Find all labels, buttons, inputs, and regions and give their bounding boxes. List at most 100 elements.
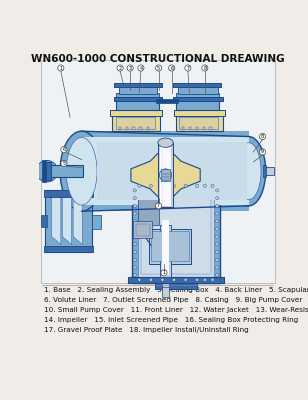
Ellipse shape bbox=[66, 137, 97, 205]
Text: 1: 1 bbox=[162, 270, 166, 275]
Bar bbox=[162, 281, 169, 289]
Bar bbox=[174, 110, 225, 116]
Bar bbox=[47, 165, 83, 177]
Circle shape bbox=[216, 204, 219, 207]
Circle shape bbox=[216, 189, 219, 192]
Bar bbox=[158, 143, 173, 207]
Text: 1. Base   2. Sealing Assembly   3. Sealing Box   4. Back Liner   5. Scapular Rin: 1. Base 2. Sealing Assembly 3. Sealing B… bbox=[44, 287, 308, 293]
Circle shape bbox=[127, 65, 133, 71]
Bar bbox=[188, 126, 191, 130]
Circle shape bbox=[216, 228, 219, 230]
Circle shape bbox=[58, 65, 64, 71]
Text: 6. Volute Liner   7. Outlet Screened Pipe   8. Casing   9. Big Pump Cover: 6. Volute Liner 7. Outlet Screened Pipe … bbox=[44, 297, 302, 303]
Circle shape bbox=[133, 250, 136, 254]
Text: 6: 6 bbox=[170, 66, 173, 70]
Bar bbox=[140, 126, 142, 130]
Circle shape bbox=[149, 278, 152, 281]
Bar bbox=[265, 167, 274, 175]
Bar bbox=[203, 126, 205, 130]
Circle shape bbox=[216, 212, 219, 215]
Bar bbox=[196, 126, 198, 130]
Bar bbox=[116, 117, 155, 129]
Bar bbox=[82, 131, 249, 211]
Bar bbox=[209, 126, 212, 130]
Circle shape bbox=[36, 160, 58, 182]
Circle shape bbox=[169, 65, 175, 71]
Circle shape bbox=[138, 65, 144, 71]
Text: 9: 9 bbox=[261, 150, 264, 154]
Circle shape bbox=[133, 204, 136, 207]
Circle shape bbox=[133, 243, 136, 246]
Bar bbox=[43, 160, 46, 182]
Circle shape bbox=[211, 184, 214, 187]
Bar bbox=[149, 229, 191, 264]
Polygon shape bbox=[138, 189, 159, 225]
Bar bbox=[132, 126, 135, 130]
Bar bbox=[128, 277, 224, 283]
Bar bbox=[133, 221, 152, 238]
Circle shape bbox=[216, 197, 219, 200]
Bar bbox=[132, 183, 220, 283]
Text: 2: 2 bbox=[119, 66, 122, 70]
Bar bbox=[41, 215, 47, 228]
Circle shape bbox=[216, 243, 219, 246]
Bar bbox=[178, 86, 218, 94]
Bar bbox=[116, 94, 159, 97]
Circle shape bbox=[161, 270, 167, 276]
Bar bbox=[180, 117, 218, 129]
Circle shape bbox=[138, 184, 141, 187]
Bar bbox=[138, 189, 214, 277]
Circle shape bbox=[138, 278, 141, 281]
Circle shape bbox=[196, 184, 199, 187]
Bar bbox=[156, 99, 178, 104]
Bar bbox=[136, 224, 150, 236]
Polygon shape bbox=[131, 152, 200, 198]
Bar bbox=[82, 137, 249, 205]
Bar bbox=[45, 162, 51, 180]
Circle shape bbox=[156, 203, 162, 209]
Text: 6: 6 bbox=[62, 147, 66, 152]
Ellipse shape bbox=[160, 169, 172, 181]
Circle shape bbox=[161, 278, 164, 281]
Circle shape bbox=[133, 235, 136, 238]
Bar bbox=[262, 165, 266, 177]
Circle shape bbox=[61, 146, 67, 153]
Polygon shape bbox=[73, 194, 83, 244]
Circle shape bbox=[260, 134, 265, 140]
Text: 8: 8 bbox=[261, 134, 264, 139]
Circle shape bbox=[216, 274, 219, 277]
Bar bbox=[126, 126, 128, 130]
Circle shape bbox=[172, 278, 176, 281]
Circle shape bbox=[133, 189, 136, 192]
Circle shape bbox=[149, 184, 152, 187]
Bar bbox=[119, 126, 121, 130]
Circle shape bbox=[216, 235, 219, 238]
Text: 5: 5 bbox=[62, 161, 66, 166]
Bar bbox=[176, 100, 219, 110]
Circle shape bbox=[260, 149, 265, 155]
Bar bbox=[173, 96, 222, 101]
Circle shape bbox=[172, 184, 176, 187]
Circle shape bbox=[216, 220, 219, 223]
Bar bbox=[97, 142, 247, 200]
Bar bbox=[110, 110, 163, 116]
Text: 14. Impeller   15. Inlet Screened Pipe   16. Sealing Box Protecting Ring: 14. Impeller 15. Inlet Screened Pipe 16.… bbox=[44, 317, 298, 323]
Circle shape bbox=[133, 266, 136, 269]
Bar bbox=[160, 225, 171, 277]
Bar bbox=[46, 190, 92, 252]
Circle shape bbox=[211, 278, 214, 281]
Circle shape bbox=[133, 197, 136, 200]
Circle shape bbox=[133, 258, 136, 261]
Circle shape bbox=[203, 278, 206, 281]
Bar bbox=[44, 190, 93, 197]
Ellipse shape bbox=[237, 143, 261, 200]
Text: 5: 5 bbox=[157, 66, 160, 70]
Circle shape bbox=[61, 160, 67, 166]
Bar bbox=[119, 86, 157, 94]
Circle shape bbox=[216, 258, 219, 261]
Bar bbox=[112, 114, 160, 131]
Circle shape bbox=[184, 278, 187, 281]
Circle shape bbox=[216, 250, 219, 254]
Bar bbox=[147, 126, 149, 130]
Text: 8: 8 bbox=[203, 66, 206, 70]
